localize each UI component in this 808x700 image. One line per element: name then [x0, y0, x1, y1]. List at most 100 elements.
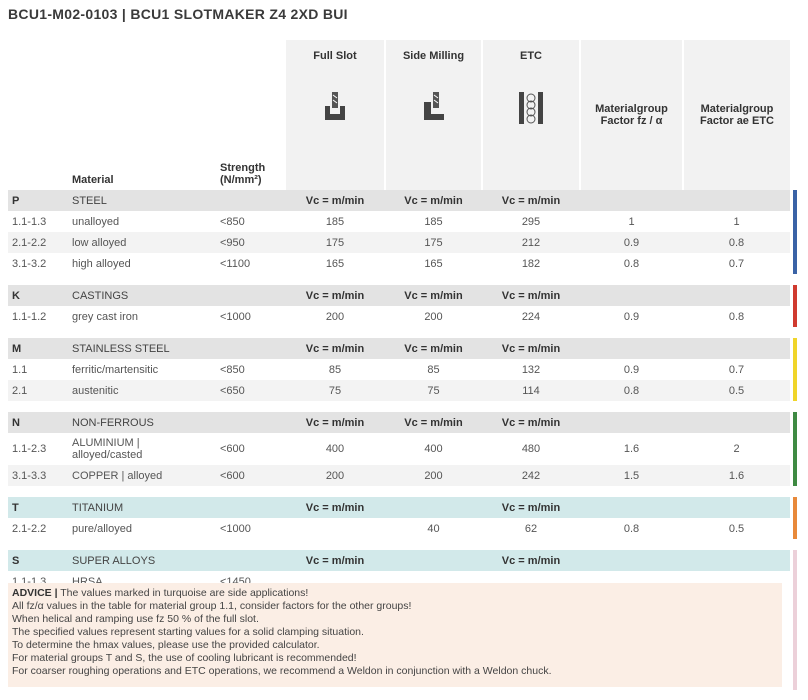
- group-header-row: M STAINLESS STEEL Vc = m/min Vc = m/min Vc =…: [8, 338, 798, 412]
- etc-vc: 62: [524, 522, 538, 535]
- data-row: 2.1-2.2 low alloyed <950 175 175 212 0.9 0.8: [8, 232, 798, 253]
- material: low alloyed: [68, 232, 216, 253]
- advice-line: To determine the hmax values, please use…: [12, 639, 320, 651]
- material-group: 1.1-1.2: [12, 310, 47, 323]
- factor-ae: 1.6: [683, 465, 790, 486]
- material: high alloyed: [72, 257, 131, 270]
- side-milling-icon: [423, 92, 444, 120]
- factor-fz: 1.6: [623, 443, 640, 455]
- factor-ae: 0.8: [683, 232, 790, 253]
- header-factor-ae: Materialgroup Factor ae ETC: [682, 40, 790, 190]
- advice-line: When helical and ramping use fz 50 % of …: [12, 613, 259, 625]
- group-color-bar: [790, 497, 798, 550]
- cell: [580, 550, 683, 571]
- full-slot-vc: 200: [285, 465, 385, 486]
- factor-fz: 1: [628, 215, 635, 228]
- cell: [580, 190, 683, 211]
- factor-fz: 0.8: [623, 257, 640, 270]
- full-slot-vc: 75: [285, 380, 385, 401]
- material-group: 3.1-3.2: [12, 257, 47, 270]
- unit-label: Vc = m/min: [482, 497, 580, 518]
- header-factor-fz: Materialgroup Factor fz / α: [579, 40, 683, 190]
- unit-label: [385, 550, 482, 571]
- cell: [216, 285, 285, 306]
- group-code: S: [8, 550, 68, 571]
- full-slot-vc: 200: [325, 310, 345, 323]
- material: austenitic: [68, 380, 216, 401]
- cell: [216, 190, 285, 211]
- factor-ae: 0.7: [728, 257, 745, 270]
- material-group: 1.1-1.3: [12, 215, 47, 228]
- header-etc: ETC: [481, 40, 580, 190]
- side-milling-vc: 165: [424, 257, 443, 270]
- strength: <1000: [220, 522, 251, 535]
- data-row: 1.1 ferritic/martensitic <850 85 85 132 0.9 0.7: [8, 359, 798, 380]
- unit-label: [385, 497, 482, 518]
- header-row: Material Strength (N/mm²) Full Slot Side…: [8, 40, 798, 190]
- etc-vc: 295: [521, 215, 541, 228]
- group-name: SUPER ALLOYS: [68, 550, 216, 571]
- side-milling-vc: 400: [424, 443, 443, 455]
- cell: [580, 285, 683, 306]
- unit-label: Vc = m/min: [482, 338, 580, 359]
- group-name: CASTINGS: [68, 285, 216, 306]
- material-group: 2.1: [8, 380, 68, 401]
- data-row: 1.1-2.3 ALUMINIUM | alloyed/casted <600 400…: [8, 433, 798, 465]
- advice-line: For material groups T and S, the use of …: [12, 652, 357, 664]
- cell: [683, 550, 790, 571]
- side-milling-vc: 175: [385, 232, 482, 253]
- etc-vc: 182: [521, 257, 541, 270]
- material-group: 1.1-2.3: [12, 443, 47, 455]
- color-bar: [793, 285, 797, 338]
- etc-vc: 114: [482, 380, 580, 401]
- cell: [683, 338, 790, 359]
- material: COPPER | alloyed: [68, 465, 216, 486]
- etc-vc: 480: [521, 443, 541, 455]
- advice-box: ADVICE | The values marked in turquoise …: [8, 583, 782, 687]
- cell: [683, 190, 790, 211]
- group-color-bar: [790, 285, 798, 338]
- header-spacer: [790, 40, 798, 190]
- side-milling-vc: 200: [385, 465, 482, 486]
- cutting-data-table: Material Strength (N/mm²) Full Slot Side…: [8, 40, 798, 592]
- header-side-milling: Side Milling: [384, 40, 482, 190]
- spacer: [8, 539, 798, 550]
- data-row: 2.1-2.2 pure/alloyed <1000 40 62 0.8 0.5: [8, 518, 798, 539]
- material-group: 2.1-2.2: [12, 522, 47, 535]
- color-bar: [793, 412, 797, 497]
- side-milling-vc: 185: [424, 215, 443, 228]
- factor-fz: 0.9: [623, 310, 640, 323]
- data-row: 1.1-1.2 grey cast iron <1000 200 200 224 0.9 0.…: [8, 306, 798, 327]
- unit-label: Vc = m/min: [482, 550, 580, 571]
- full-slot-vc: 175: [285, 232, 385, 253]
- group-header-row: K CASTINGS Vc = m/min Vc = m/min Vc = m/min: [8, 285, 798, 338]
- advice-line: The specified values represent starting …: [12, 626, 364, 638]
- group-code: P: [8, 190, 68, 211]
- full-slot-vc: 185: [325, 215, 345, 228]
- table-body: P STEEL Vc = m/min Vc = m/min Vc = m/min 1.1-…: [8, 190, 798, 592]
- data-row: 1.1-1.3 unalloyed <850 185 185 295 1 1: [8, 211, 798, 232]
- full-slot-vc: 400: [325, 443, 345, 455]
- unit-label: Vc = m/min: [385, 190, 482, 211]
- label: ETC: [520, 50, 542, 62]
- spacer-row: [8, 486, 798, 497]
- factor-ae: 2: [733, 443, 740, 455]
- factor-ae: 0.8: [728, 310, 745, 323]
- side-milling-vc: 85: [427, 363, 440, 376]
- advice-text: The values marked in turquoise are side …: [12, 587, 551, 677]
- factor-fz: 0.9: [623, 363, 640, 376]
- group-header-row: N NON-FERROUS Vc = m/min Vc = m/min Vc = m/m…: [8, 412, 798, 497]
- strength: <850: [220, 363, 245, 376]
- etc-vc: 224: [521, 310, 541, 323]
- factor-fz: 0.8: [623, 522, 640, 535]
- unit-label: Vc = m/min: [285, 285, 385, 306]
- group-header-row: T TITANIUM Vc = m/min Vc = m/min: [8, 497, 798, 550]
- etc-vc: 242: [482, 465, 580, 486]
- unit-label: Vc = m/min: [385, 412, 482, 433]
- spacer: [8, 327, 798, 338]
- advice-line: All fz/α values in the table for materia…: [12, 600, 412, 612]
- cell: [216, 550, 285, 571]
- data-row: 2.1 austenitic <650 75 75 114 0.8 0.5: [8, 380, 798, 401]
- cell: [683, 497, 790, 518]
- group-color-bar: [793, 583, 797, 690]
